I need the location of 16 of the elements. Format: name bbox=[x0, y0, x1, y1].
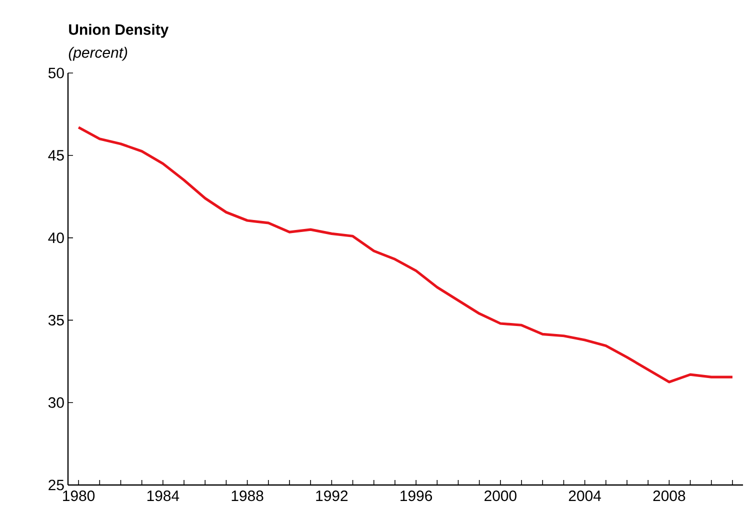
x-tick-label: 1984 bbox=[147, 490, 180, 502]
x-tick-label: 2004 bbox=[568, 490, 601, 502]
x-tick-label: 2000 bbox=[484, 490, 516, 502]
x-tick-label: 1996 bbox=[400, 490, 432, 502]
chart-subtitle: (percent) bbox=[68, 46, 128, 61]
y-tick-label: 30 bbox=[48, 397, 64, 408]
chart-title: Union Density bbox=[69, 24, 169, 38]
x-tick-label: 1980 bbox=[63, 490, 95, 502]
y-tick-label: 40 bbox=[48, 232, 64, 244]
y-tick-label: 50 bbox=[48, 68, 64, 78]
x-tick-label: 2008 bbox=[653, 490, 686, 502]
y-tick-label: 35 bbox=[48, 314, 64, 326]
x-tick-label: 1988 bbox=[232, 490, 264, 502]
y-tick-label: 45 bbox=[48, 150, 64, 161]
y-tick-label: 25 bbox=[48, 480, 64, 490]
x-tick-label: 1992 bbox=[316, 490, 348, 502]
